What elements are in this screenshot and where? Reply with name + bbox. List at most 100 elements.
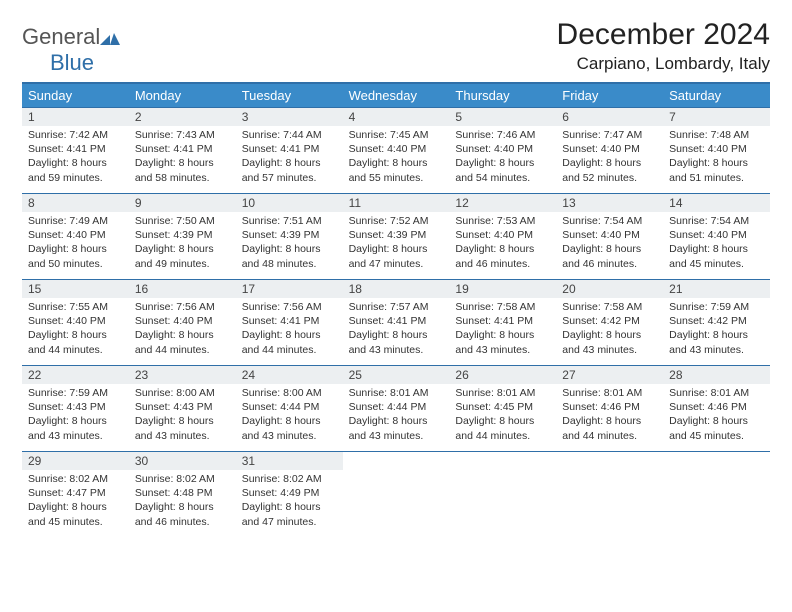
day-info: Sunrise: 7:49 AMSunset: 4:40 PMDaylight:…: [22, 212, 129, 273]
calendar-cell-empty: [663, 451, 770, 537]
calendar-cell: 22Sunrise: 7:59 AMSunset: 4:43 PMDayligh…: [22, 365, 129, 451]
logo-part2: Blue: [50, 50, 94, 75]
day-number: 11: [343, 194, 450, 212]
day-number: 23: [129, 366, 236, 384]
day-number: 20: [556, 280, 663, 298]
day-info: Sunrise: 8:02 AMSunset: 4:47 PMDaylight:…: [22, 470, 129, 531]
day-info: Sunrise: 7:45 AMSunset: 4:40 PMDaylight:…: [343, 126, 450, 187]
calendar-cell: 11Sunrise: 7:52 AMSunset: 4:39 PMDayligh…: [343, 193, 450, 279]
calendar-cell-empty: [343, 451, 450, 537]
weekday-header: Wednesday: [343, 84, 450, 107]
day-number: 17: [236, 280, 343, 298]
day-number: 14: [663, 194, 770, 212]
location: Carpiano, Lombardy, Italy: [557, 54, 770, 74]
day-number: 12: [449, 194, 556, 212]
day-number: 29: [22, 452, 129, 470]
calendar-cell: 27Sunrise: 8:01 AMSunset: 4:46 PMDayligh…: [556, 365, 663, 451]
day-number: 8: [22, 194, 129, 212]
calendar-cell: 6Sunrise: 7:47 AMSunset: 4:40 PMDaylight…: [556, 107, 663, 193]
weekday-header: Friday: [556, 84, 663, 107]
day-info: Sunrise: 7:58 AMSunset: 4:42 PMDaylight:…: [556, 298, 663, 359]
logo-part1: General: [22, 24, 100, 49]
day-number: 25: [343, 366, 450, 384]
day-info: Sunrise: 7:59 AMSunset: 4:43 PMDaylight:…: [22, 384, 129, 445]
calendar-cell: 25Sunrise: 8:01 AMSunset: 4:44 PMDayligh…: [343, 365, 450, 451]
day-info: Sunrise: 8:01 AMSunset: 4:44 PMDaylight:…: [343, 384, 450, 445]
calendar-cell: 14Sunrise: 7:54 AMSunset: 4:40 PMDayligh…: [663, 193, 770, 279]
day-info: Sunrise: 7:56 AMSunset: 4:41 PMDaylight:…: [236, 298, 343, 359]
calendar-cell: 15Sunrise: 7:55 AMSunset: 4:40 PMDayligh…: [22, 279, 129, 365]
day-number: 22: [22, 366, 129, 384]
calendar-cell: 3Sunrise: 7:44 AMSunset: 4:41 PMDaylight…: [236, 107, 343, 193]
day-info: Sunrise: 7:52 AMSunset: 4:39 PMDaylight:…: [343, 212, 450, 273]
day-info: Sunrise: 7:53 AMSunset: 4:40 PMDaylight:…: [449, 212, 556, 273]
day-number: 7: [663, 108, 770, 126]
calendar-cell: 4Sunrise: 7:45 AMSunset: 4:40 PMDaylight…: [343, 107, 450, 193]
calendar-cell-empty: [449, 451, 556, 537]
day-info: Sunrise: 7:54 AMSunset: 4:40 PMDaylight:…: [556, 212, 663, 273]
calendar-cell: 21Sunrise: 7:59 AMSunset: 4:42 PMDayligh…: [663, 279, 770, 365]
day-number: 31: [236, 452, 343, 470]
day-info: Sunrise: 8:00 AMSunset: 4:43 PMDaylight:…: [129, 384, 236, 445]
day-number: 9: [129, 194, 236, 212]
day-info: Sunrise: 7:50 AMSunset: 4:39 PMDaylight:…: [129, 212, 236, 273]
calendar-cell: 5Sunrise: 7:46 AMSunset: 4:40 PMDaylight…: [449, 107, 556, 193]
calendar-cell: 13Sunrise: 7:54 AMSunset: 4:40 PMDayligh…: [556, 193, 663, 279]
day-info: Sunrise: 7:58 AMSunset: 4:41 PMDaylight:…: [449, 298, 556, 359]
day-info: Sunrise: 7:43 AMSunset: 4:41 PMDaylight:…: [129, 126, 236, 187]
calendar-cell: 2Sunrise: 7:43 AMSunset: 4:41 PMDaylight…: [129, 107, 236, 193]
calendar-cell: 1Sunrise: 7:42 AMSunset: 4:41 PMDaylight…: [22, 107, 129, 193]
day-number: 13: [556, 194, 663, 212]
calendar-cell: 31Sunrise: 8:02 AMSunset: 4:49 PMDayligh…: [236, 451, 343, 537]
day-info: Sunrise: 8:01 AMSunset: 4:46 PMDaylight:…: [556, 384, 663, 445]
day-info: Sunrise: 7:51 AMSunset: 4:39 PMDaylight:…: [236, 212, 343, 273]
weekday-header: Sunday: [22, 84, 129, 107]
day-info: Sunrise: 7:46 AMSunset: 4:40 PMDaylight:…: [449, 126, 556, 187]
calendar-cell: 18Sunrise: 7:57 AMSunset: 4:41 PMDayligh…: [343, 279, 450, 365]
day-number: 30: [129, 452, 236, 470]
calendar-cell: 26Sunrise: 8:01 AMSunset: 4:45 PMDayligh…: [449, 365, 556, 451]
calendar-cell: 16Sunrise: 7:56 AMSunset: 4:40 PMDayligh…: [129, 279, 236, 365]
day-info: Sunrise: 7:55 AMSunset: 4:40 PMDaylight:…: [22, 298, 129, 359]
day-info: Sunrise: 8:00 AMSunset: 4:44 PMDaylight:…: [236, 384, 343, 445]
day-number: 3: [236, 108, 343, 126]
day-info: Sunrise: 7:57 AMSunset: 4:41 PMDaylight:…: [343, 298, 450, 359]
calendar-cell: 10Sunrise: 7:51 AMSunset: 4:39 PMDayligh…: [236, 193, 343, 279]
day-number: 5: [449, 108, 556, 126]
header: General Blue December 2024 Carpiano, Lom…: [22, 18, 770, 76]
page-title: December 2024: [557, 18, 770, 52]
day-number: 26: [449, 366, 556, 384]
calendar-grid: SundayMondayTuesdayWednesdayThursdayFrid…: [22, 84, 770, 537]
day-info: Sunrise: 8:01 AMSunset: 4:46 PMDaylight:…: [663, 384, 770, 445]
day-number: 19: [449, 280, 556, 298]
day-info: Sunrise: 7:42 AMSunset: 4:41 PMDaylight:…: [22, 126, 129, 187]
day-info: Sunrise: 7:56 AMSunset: 4:40 PMDaylight:…: [129, 298, 236, 359]
day-number: 10: [236, 194, 343, 212]
logo: General Blue: [22, 24, 120, 76]
calendar-cell: 12Sunrise: 7:53 AMSunset: 4:40 PMDayligh…: [449, 193, 556, 279]
calendar-cell: 28Sunrise: 8:01 AMSunset: 4:46 PMDayligh…: [663, 365, 770, 451]
day-number: 6: [556, 108, 663, 126]
day-info: Sunrise: 8:02 AMSunset: 4:48 PMDaylight:…: [129, 470, 236, 531]
day-info: Sunrise: 7:54 AMSunset: 4:40 PMDaylight:…: [663, 212, 770, 273]
calendar-cell: 7Sunrise: 7:48 AMSunset: 4:40 PMDaylight…: [663, 107, 770, 193]
day-info: Sunrise: 7:48 AMSunset: 4:40 PMDaylight:…: [663, 126, 770, 187]
day-number: 21: [663, 280, 770, 298]
day-info: Sunrise: 7:44 AMSunset: 4:41 PMDaylight:…: [236, 126, 343, 187]
title-block: December 2024 Carpiano, Lombardy, Italy: [557, 18, 770, 74]
day-info: Sunrise: 8:02 AMSunset: 4:49 PMDaylight:…: [236, 470, 343, 531]
day-number: 27: [556, 366, 663, 384]
day-info: Sunrise: 7:47 AMSunset: 4:40 PMDaylight:…: [556, 126, 663, 187]
day-info: Sunrise: 8:01 AMSunset: 4:45 PMDaylight:…: [449, 384, 556, 445]
day-number: 1: [22, 108, 129, 126]
day-number: 28: [663, 366, 770, 384]
calendar-cell: 17Sunrise: 7:56 AMSunset: 4:41 PMDayligh…: [236, 279, 343, 365]
calendar-cell-empty: [556, 451, 663, 537]
calendar-cell: 29Sunrise: 8:02 AMSunset: 4:47 PMDayligh…: [22, 451, 129, 537]
logo-icon: [100, 29, 120, 45]
day-number: 4: [343, 108, 450, 126]
weekday-header: Tuesday: [236, 84, 343, 107]
calendar-cell: 24Sunrise: 8:00 AMSunset: 4:44 PMDayligh…: [236, 365, 343, 451]
calendar-cell: 30Sunrise: 8:02 AMSunset: 4:48 PMDayligh…: [129, 451, 236, 537]
day-number: 16: [129, 280, 236, 298]
